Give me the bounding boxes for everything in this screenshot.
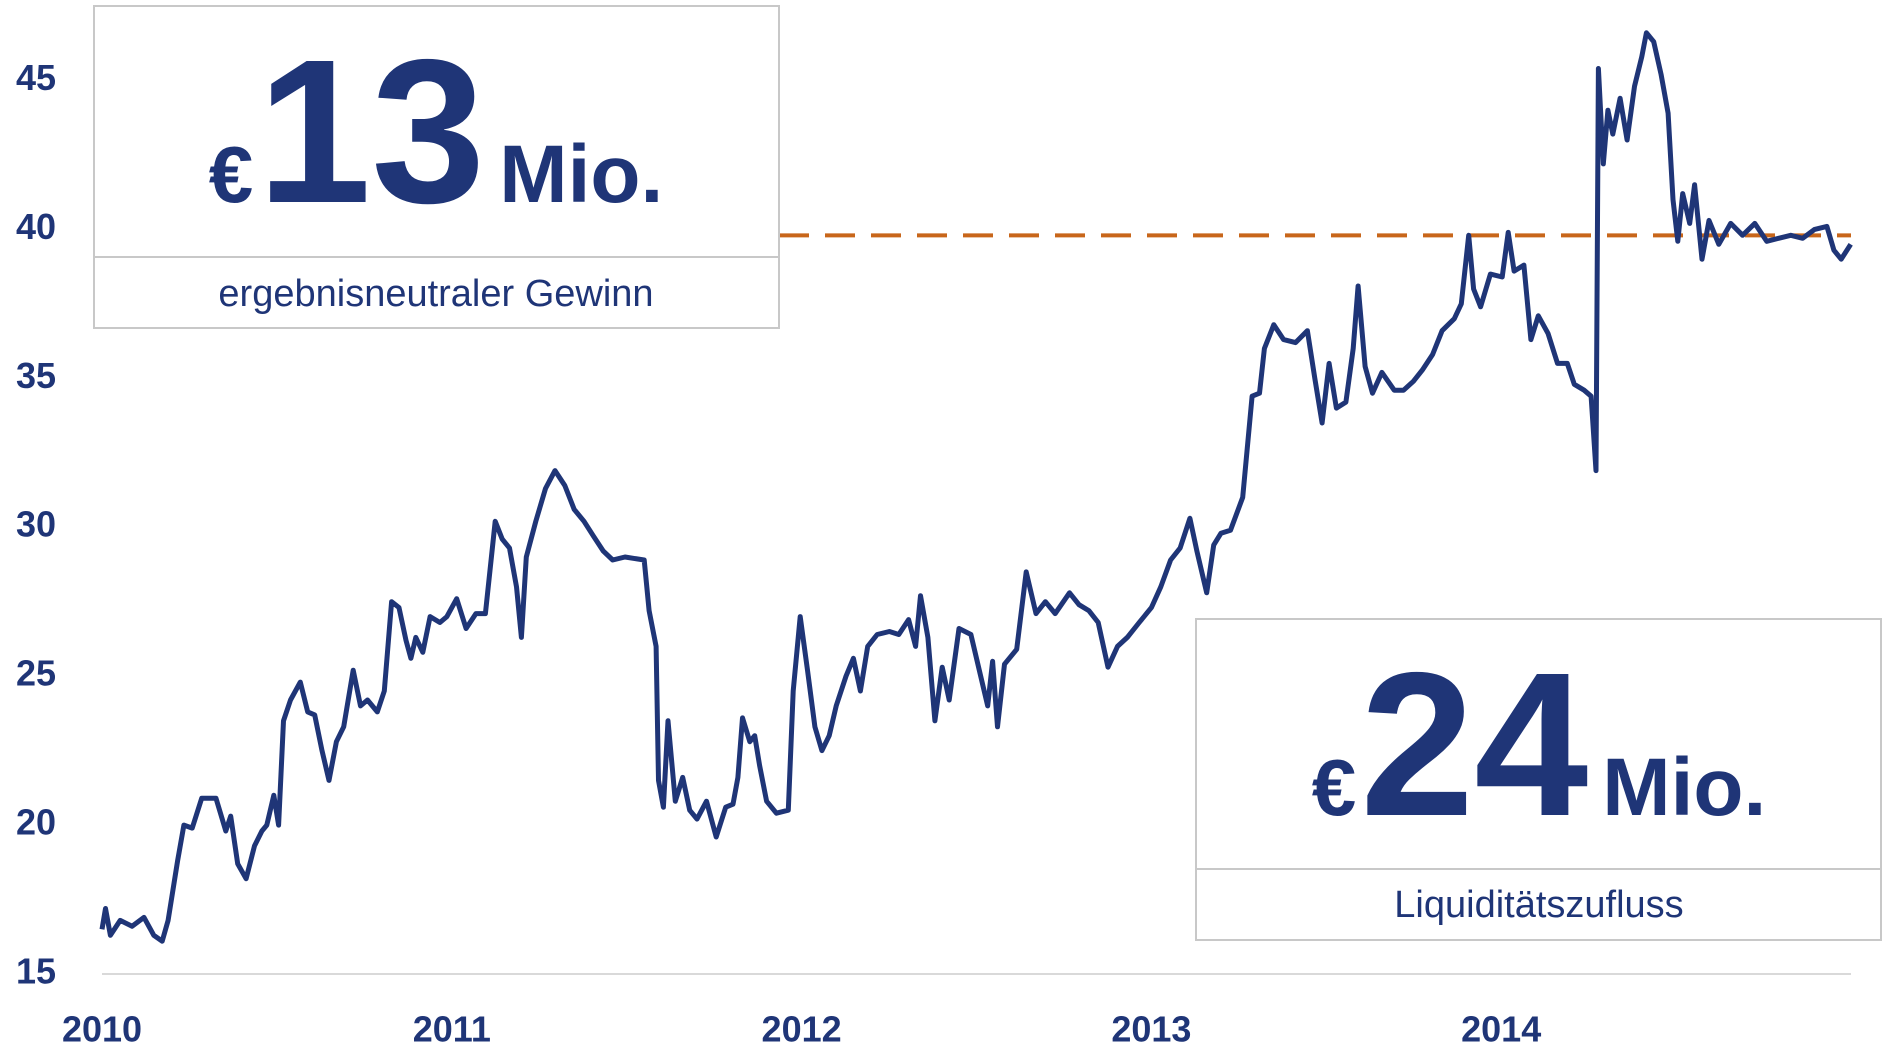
y-tick-label: 35 bbox=[16, 355, 56, 396]
amount: 24 bbox=[1360, 630, 1588, 859]
callout-box: €24 Mio. Liquiditätszufluss bbox=[1195, 618, 1882, 941]
price-line bbox=[99, 30, 1853, 944]
x-tick-label: 2014 bbox=[1461, 1009, 1541, 1050]
unit: Mio. bbox=[1602, 742, 1766, 833]
callout-frame bbox=[93, 5, 780, 329]
y-tick-label: 15 bbox=[16, 951, 56, 992]
callout-label: Liquiditätszufluss bbox=[1394, 884, 1683, 926]
callout-label: ergebnisneutraler Gewinn bbox=[218, 273, 653, 315]
plot-area: 15 20 25 30 35 40 45 2010 2011 2012 2013 2014 bbox=[16, 30, 1853, 1050]
amount: 13 bbox=[257, 17, 485, 246]
currency: € bbox=[1312, 743, 1357, 832]
y-tick-label: 25 bbox=[16, 653, 56, 694]
y-tick-label: 40 bbox=[16, 206, 56, 247]
x-tick-label: 2011 bbox=[413, 1009, 491, 1050]
x-tick-label: 2013 bbox=[1111, 1009, 1191, 1050]
currency: € bbox=[209, 130, 254, 219]
y-tick-label: 45 bbox=[16, 57, 56, 98]
x-tick-label: 2012 bbox=[762, 1009, 842, 1050]
callout-value: €24 Mio. bbox=[1312, 630, 1767, 859]
y-tick-label: 30 bbox=[16, 504, 56, 545]
callout-box: €13 Mio. ergebnisneutraler Gewinn bbox=[93, 5, 780, 329]
y-tick-label: 20 bbox=[16, 802, 56, 843]
unit: Mio. bbox=[499, 129, 663, 220]
callout-frame bbox=[1195, 618, 1882, 941]
callout-value: €13 Mio. bbox=[209, 17, 664, 246]
x-tick-label: 2010 bbox=[62, 1009, 142, 1050]
